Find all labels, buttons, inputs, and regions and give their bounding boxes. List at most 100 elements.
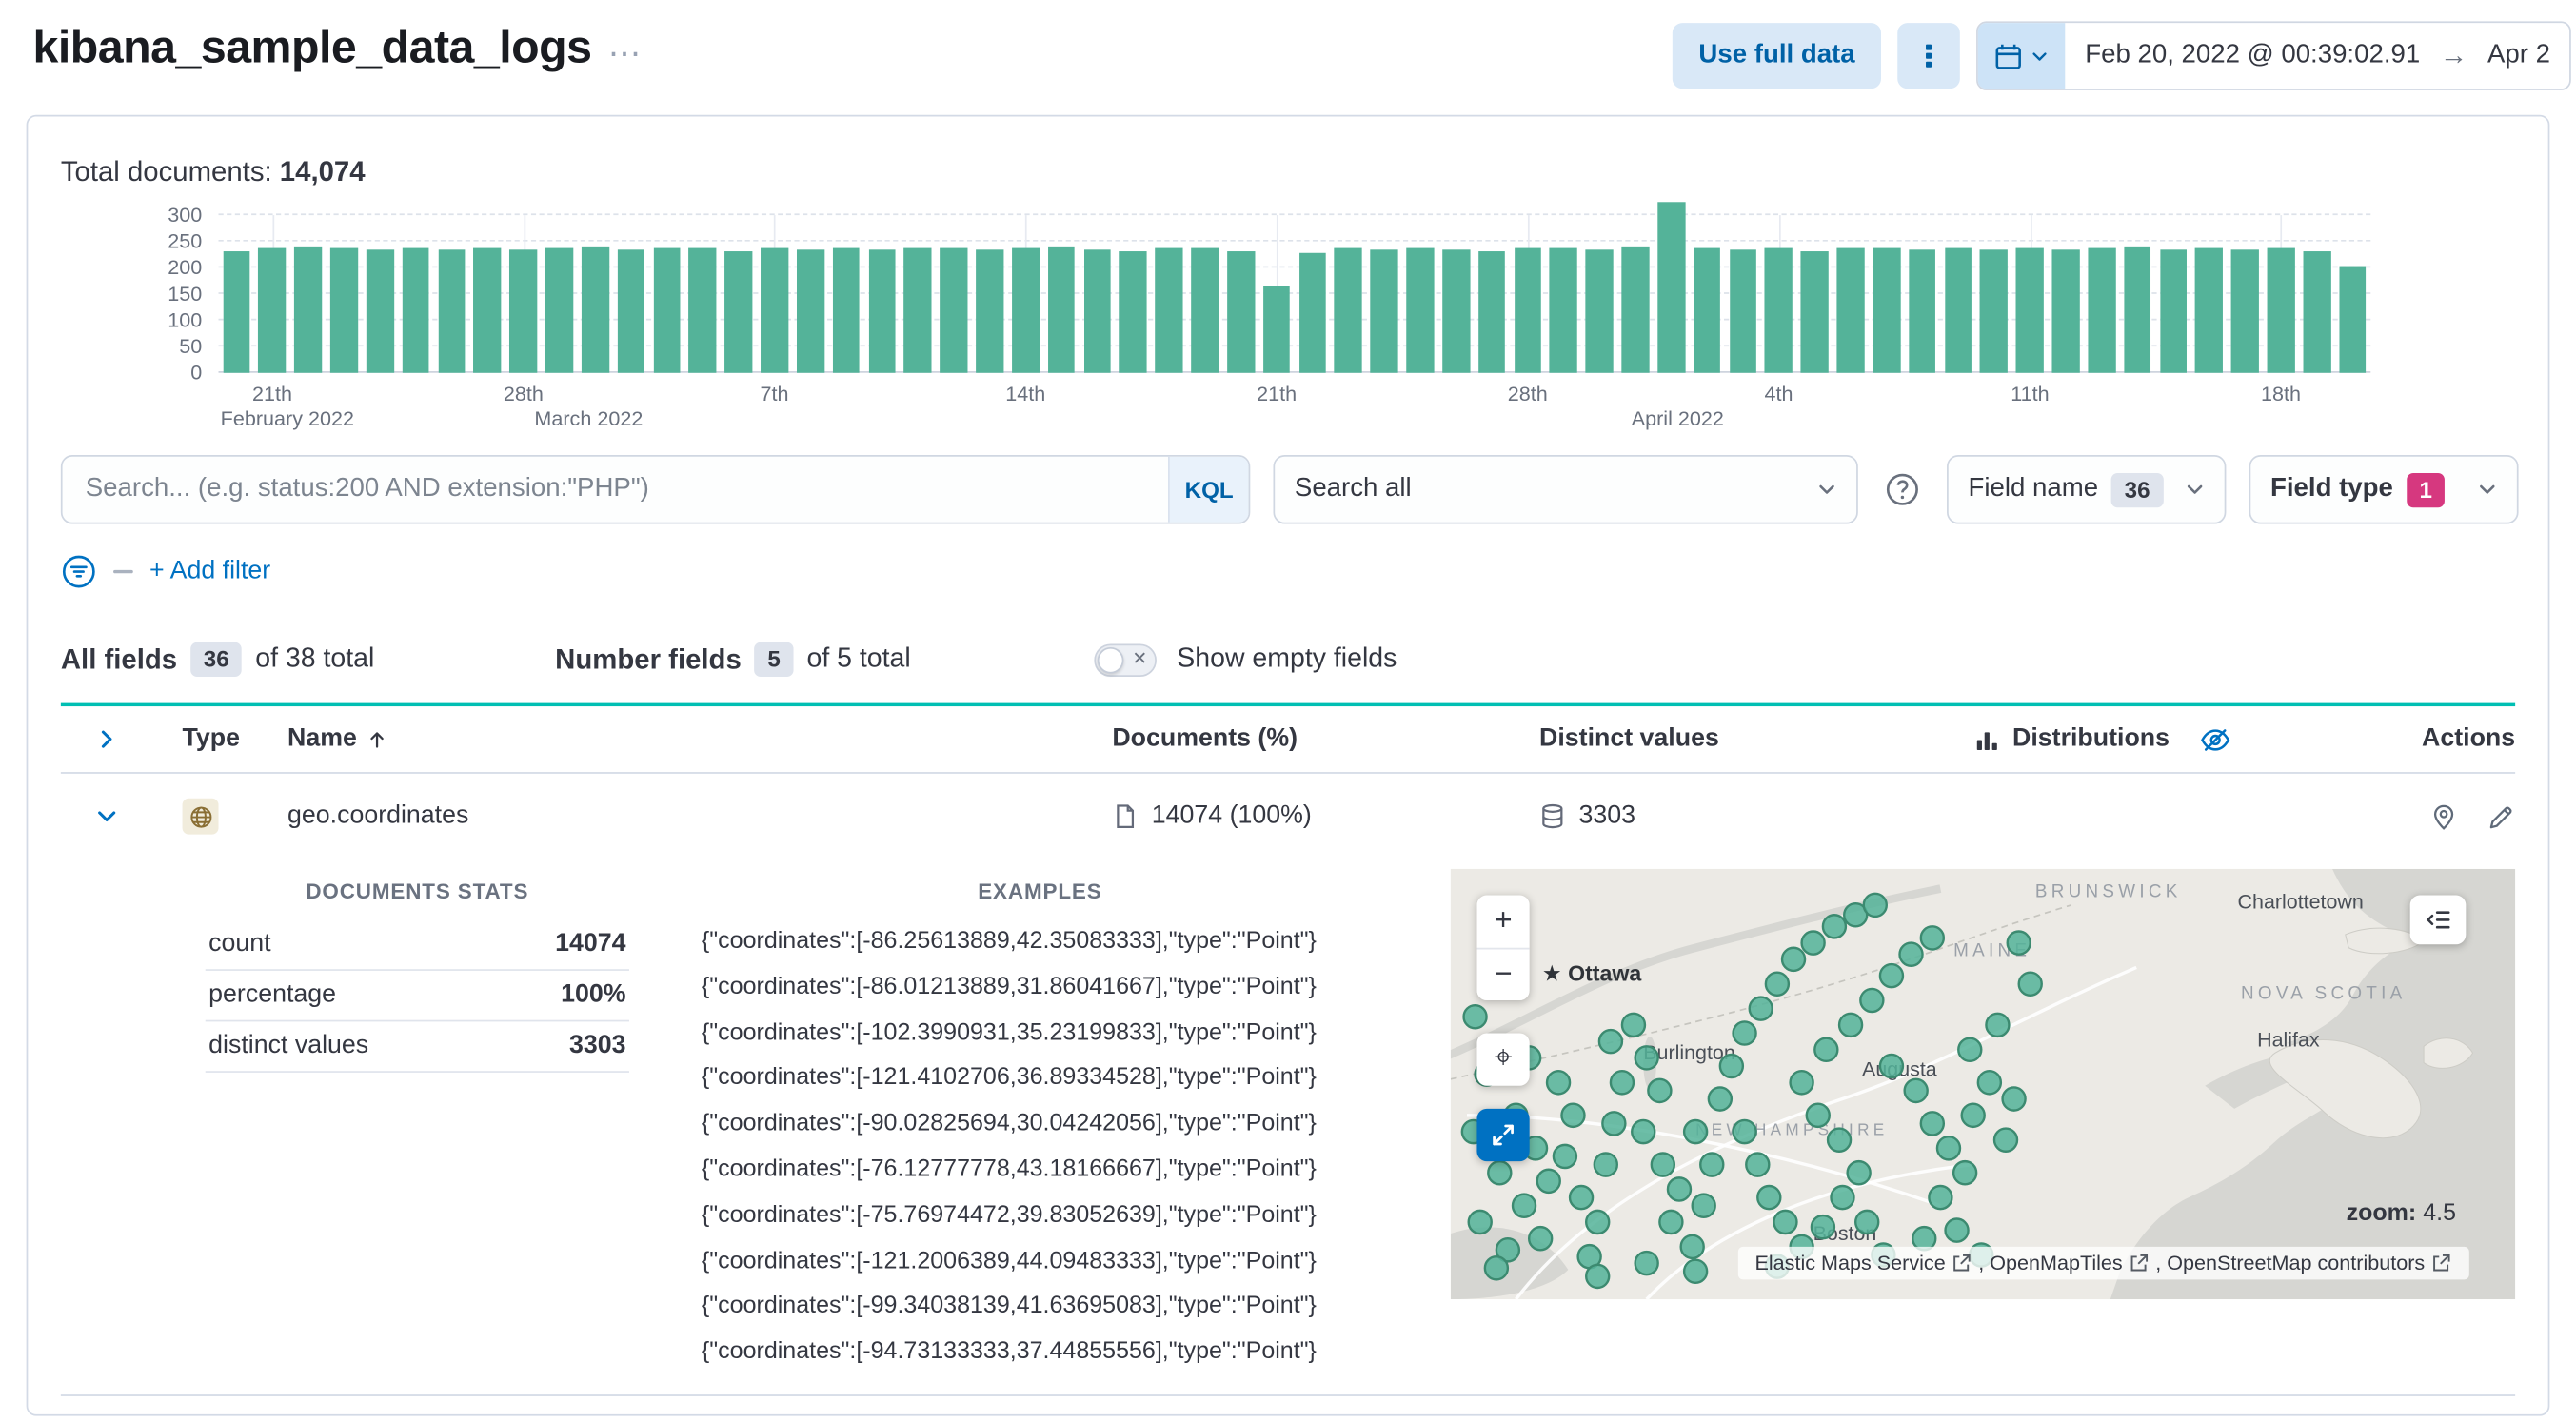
example-value: {"coordinates":[-76.12777778,43.18166667… <box>701 1155 1317 1183</box>
add-filter-link[interactable]: + Add filter <box>149 557 271 585</box>
chart-hgridline <box>218 239 2371 242</box>
x-axis-month-label: April 2022 <box>1631 406 1724 431</box>
chart-bar <box>509 249 538 373</box>
filter-icon[interactable] <box>61 554 97 590</box>
example-value: {"coordinates":[-90.02825694,30.04242056… <box>701 1110 1317 1137</box>
chart-bar <box>1406 247 1435 373</box>
chart-bar <box>868 249 896 373</box>
map-attribution: Elastic Maps Service , OpenMapTiles , Op… <box>1738 1246 2469 1280</box>
y-axis-label: 0 <box>190 361 203 385</box>
chart-bar <box>2267 247 2295 373</box>
filter-divider <box>113 569 133 574</box>
documents-stats-section: DOCUMENTS STATS count 14074 percentage 1… <box>205 869 629 1394</box>
expanded-field-detail: DOCUMENTS STATS count 14074 percentage 1… <box>60 859 2516 1396</box>
example-value: {"coordinates":[-86.25613889,42.35083333… <box>701 928 1317 955</box>
chart-bar <box>2124 247 2151 373</box>
table-header-row: Type Name Documents (%) Distinct values … <box>60 706 2516 774</box>
map-marker <box>1691 1193 1716 1218</box>
date-range-start[interactable]: Feb 20, 2022 @ 00:39:02.91 <box>2085 41 2421 69</box>
page-title: kibana_sample_data_logs ⋯ <box>33 20 642 74</box>
stats-row: percentage 100% <box>205 971 629 1022</box>
stats-row: count 14074 <box>205 919 629 971</box>
search-all-select[interactable]: Search all <box>1273 455 1858 524</box>
chart-bar <box>330 248 358 373</box>
map-marker <box>1992 1127 2019 1153</box>
external-link-icon <box>2431 1254 2451 1274</box>
chart-bar <box>223 250 250 373</box>
map-marker <box>1919 1111 1946 1136</box>
date-quick-select-button[interactable] <box>1978 23 2066 89</box>
attribution-link[interactable]: , OpenStreetMap contributors <box>2155 1252 2426 1275</box>
database-icon <box>1539 803 1566 830</box>
example-value: {"coordinates":[-94.73133333,37.44855556… <box>701 1338 1317 1366</box>
all-fields-total: of 38 total <box>255 643 375 674</box>
map-marker <box>1631 1118 1656 1145</box>
number-fields-count-badge: 5 <box>754 642 794 678</box>
chart-plot[interactable]: 0 50 100 150 200 250 300 21th 28th 7th 14th 21th 28t… <box>168 202 2371 430</box>
attribution-link[interactable]: Elastic Maps Service <box>1754 1252 1946 1275</box>
map-marker <box>1487 1159 1513 1186</box>
header-name[interactable]: Name <box>287 724 1112 754</box>
title-options-icon[interactable]: ⋯ <box>607 35 642 72</box>
kql-badge[interactable]: KQL <box>1168 456 1249 523</box>
map-marker <box>2006 930 2031 956</box>
map-marker <box>1957 1037 1983 1063</box>
chart-bar <box>366 250 394 373</box>
chart-hgridline <box>218 318 2371 321</box>
map-marker <box>1748 996 1773 1021</box>
chart-bar <box>1836 248 1865 373</box>
total-documents-value: 14,074 <box>279 155 366 188</box>
coordinates-map[interactable]: BRUNSWICK Charlottetown MAINE ★ Ottawa N… <box>1450 868 2516 1300</box>
map-marker <box>1620 1012 1647 1038</box>
map-marker <box>1903 1077 1929 1104</box>
help-icon[interactable] <box>1881 471 1924 507</box>
header-type: Type <box>182 724 241 753</box>
set-view-crosshair-button[interactable]: ⌖ <box>1476 1033 1530 1086</box>
map-marker <box>1679 1234 1705 1260</box>
map-marker <box>1846 1159 1872 1186</box>
map-marker <box>1597 1028 1624 1055</box>
map-legend-button[interactable] <box>2409 895 2467 945</box>
date-range-arrow-icon: → <box>2439 39 2468 71</box>
field-type-filter[interactable]: Field type 1 <box>2249 455 2519 524</box>
example-value: {"coordinates":[-121.4102706,36.89334528… <box>701 1064 1317 1092</box>
map-marker <box>1585 1209 1611 1235</box>
chart-bar <box>1047 247 1076 373</box>
external-link-icon <box>2130 1254 2150 1274</box>
chart-bar <box>832 247 861 373</box>
map-marker <box>1511 1193 1537 1218</box>
all-fields-label: All fields <box>60 642 178 675</box>
document-icon <box>1112 803 1139 830</box>
expand-map-button[interactable] <box>1476 1108 1530 1162</box>
header-documents: Documents (%) <box>1112 724 1298 753</box>
chart-bar <box>438 248 466 373</box>
map-marker <box>1898 941 1924 967</box>
search-input[interactable] <box>62 456 1249 523</box>
chart-bar <box>294 246 323 373</box>
stats-row: distinct values 3303 <box>205 1021 629 1073</box>
expand-all-button[interactable] <box>87 720 126 759</box>
boxes-vertical-icon[interactable] <box>1897 23 1961 89</box>
show-empty-fields-toggle[interactable]: ✕ <box>1095 642 1158 677</box>
zoom-in-button[interactable]: + <box>1476 895 1530 948</box>
show-empty-fields-label[interactable]: Show empty fields <box>1177 643 1397 674</box>
search-all-value: Search all <box>1294 474 1412 504</box>
map-marker <box>1609 1069 1635 1096</box>
date-range-end[interactable]: Apr 2 <box>2487 41 2550 69</box>
map-marker <box>1593 1152 1618 1177</box>
map-marker <box>1805 1102 1831 1129</box>
map-marker <box>1682 1258 1709 1285</box>
edit-icon[interactable] <box>2487 802 2515 830</box>
date-picker: Feb 20, 2022 @ 00:39:02.91 → Apr 2 <box>1976 21 2572 90</box>
attribution-link[interactable]: , OpenMapTiles <box>1978 1252 2123 1275</box>
map-pin-icon[interactable] <box>2429 802 2457 830</box>
field-name-filter[interactable]: Field name 36 <box>1947 455 2227 524</box>
use-full-data-button[interactable]: Use full data <box>1672 23 1882 89</box>
zoom-out-button[interactable]: − <box>1476 947 1530 1000</box>
documents-histogram: 0 50 100 150 200 250 300 21th 28th 7th 14th 21th 28t… <box>61 202 2515 430</box>
map-marker <box>1634 1045 1659 1071</box>
collapse-row-button[interactable] <box>87 797 126 836</box>
chart-bar <box>1980 248 2008 373</box>
all-fields-count-badge: 36 <box>189 642 243 678</box>
eye-slash-icon[interactable] <box>2199 723 2230 755</box>
